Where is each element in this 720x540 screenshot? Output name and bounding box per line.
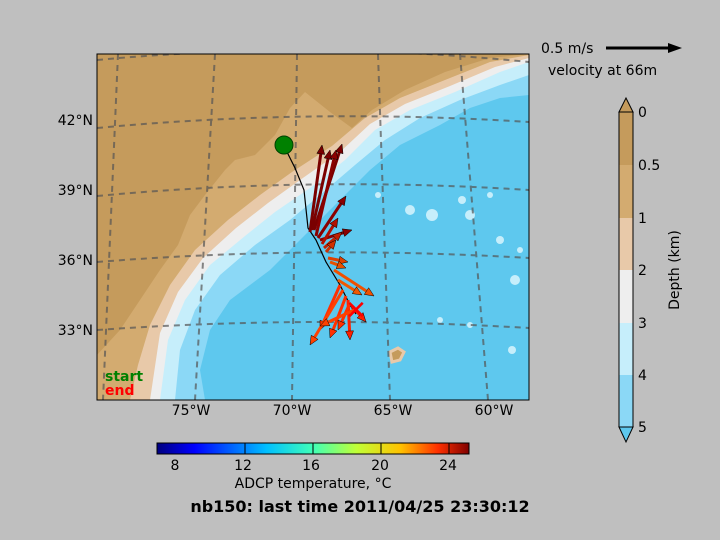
depth-tick-5: 5 xyxy=(638,420,647,436)
start-marker xyxy=(274,135,294,155)
depth-band-1 xyxy=(619,165,633,218)
lon-tick-70: 70°W xyxy=(273,403,312,419)
velocity-arrow xyxy=(320,217,339,245)
lon-tick-60: 60°W xyxy=(475,403,514,419)
lat-tick-33: 33°N xyxy=(58,323,93,339)
scale-arrow-head xyxy=(668,43,682,53)
lat-tick-42: 42°N xyxy=(58,113,93,129)
temp-tick-marks xyxy=(244,443,450,454)
velocity-arrows xyxy=(308,143,375,346)
velocity-arrow xyxy=(310,149,333,231)
velocity-arrow xyxy=(333,268,375,297)
depth-tick-4: 4 xyxy=(638,368,647,384)
velocity-scale: 0.5 m/s velocity at 66m xyxy=(541,41,682,79)
temp-tick-16: 16 xyxy=(302,458,320,474)
temperature-colorbar: 8 12 16 20 24 ADCP temperature, °C xyxy=(156,442,470,492)
end-marker: ✕ xyxy=(345,296,367,326)
temp-tick-12: 12 xyxy=(234,458,252,474)
lon-tick-75: 75°W xyxy=(172,403,211,419)
depth-band-2 xyxy=(619,218,633,270)
seamounts xyxy=(375,192,523,354)
velocity-arrow xyxy=(324,239,337,253)
temp-tick-20: 20 xyxy=(371,458,389,474)
depth-band-3 xyxy=(619,270,633,323)
lat-tick-39: 39°N xyxy=(58,183,93,199)
depth-tick-3: 3 xyxy=(638,316,647,332)
figure-title: nb150: last time 2011/04/25 23:30:12 xyxy=(190,497,529,516)
depth-band-4 xyxy=(619,323,633,375)
graticule xyxy=(97,54,529,400)
depth-band-0 xyxy=(619,112,633,165)
velocity-arrow xyxy=(316,195,347,239)
legend-end: end xyxy=(105,383,134,399)
velocity-arrow xyxy=(309,289,345,346)
velocity-arrow xyxy=(308,144,326,233)
depth-colorbar: 0 0.5 1 2 3 4 5 Depth (km) xyxy=(618,96,683,444)
bermuda-island xyxy=(388,346,406,364)
velocity-arrow xyxy=(314,149,339,237)
scale-caption: velocity at 66m xyxy=(548,63,657,79)
land xyxy=(97,54,529,355)
velocity-arrow xyxy=(337,278,363,296)
velocity-arrow xyxy=(327,255,349,265)
lat-tick-36: 36°N xyxy=(58,253,93,269)
temp-tick-24: 24 xyxy=(439,458,457,474)
legend-start: start xyxy=(105,369,143,385)
velocity-arrow xyxy=(319,308,355,327)
depth-tick-2: 2 xyxy=(638,263,647,279)
depth-tick-1: 1 xyxy=(638,211,647,227)
map-panel: ✕ 42°N 39°N 36°N 33°N 75°W 70°W 65°W 60°… xyxy=(58,53,530,419)
depth-top-cap xyxy=(618,96,634,113)
temp-label: ADCP temperature, °C xyxy=(235,476,392,492)
velocity-arrow xyxy=(350,305,367,323)
velocity-arrow xyxy=(329,295,348,339)
depth-band-5 xyxy=(619,375,633,427)
depth-tick-0: 0 xyxy=(638,105,647,121)
velocity-arrow xyxy=(329,260,347,269)
map-frame xyxy=(96,53,530,401)
depth-frame xyxy=(618,111,634,428)
scale-value: 0.5 m/s xyxy=(541,41,593,57)
depth-bottom-cap xyxy=(618,426,634,444)
lon-tick-65: 65°W xyxy=(374,403,413,419)
temp-tick-8: 8 xyxy=(171,458,180,474)
depth-label: Depth (km) xyxy=(667,230,683,310)
depth-tick-05: 0.5 xyxy=(638,158,660,174)
